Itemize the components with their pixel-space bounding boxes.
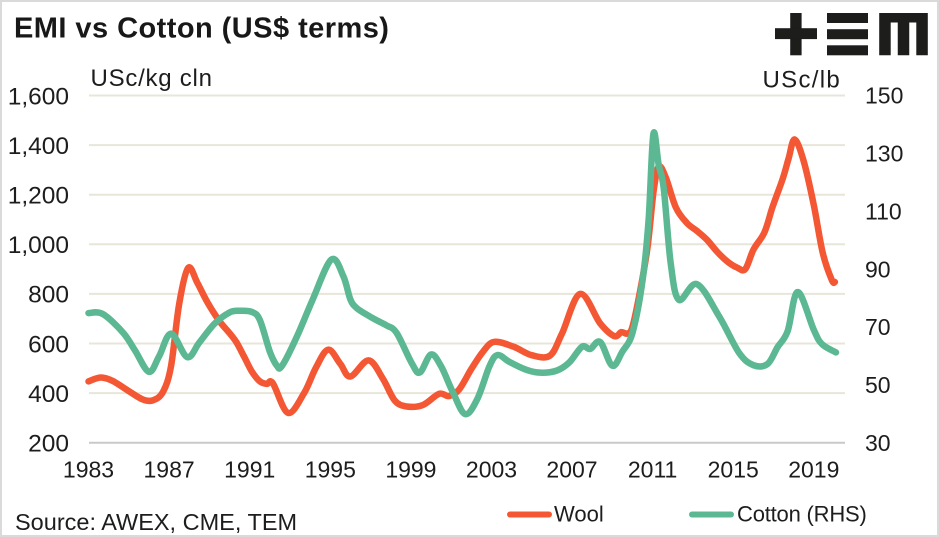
svg-text:1999: 1999 [385, 457, 436, 483]
svg-text:2011: 2011 [628, 457, 677, 483]
svg-text:1987: 1987 [144, 457, 195, 483]
svg-text:400: 400 [28, 381, 69, 408]
svg-text:70: 70 [865, 314, 891, 340]
svg-text:150: 150 [865, 83, 903, 109]
svg-text:2019: 2019 [788, 457, 839, 483]
svg-text:200: 200 [28, 431, 69, 458]
svg-text:2003: 2003 [466, 457, 517, 483]
svg-text:2015: 2015 [708, 457, 759, 483]
svg-text:1,400: 1,400 [8, 133, 69, 160]
svg-text:Cotton (RHS): Cotton (RHS) [737, 502, 867, 527]
svg-text:USc/lb: USc/lb [763, 67, 842, 94]
svg-text:800: 800 [28, 282, 69, 309]
svg-text:1,600: 1,600 [8, 83, 69, 110]
svg-text:1991: 1991 [224, 457, 275, 483]
svg-text:1,000: 1,000 [8, 232, 69, 259]
svg-text:50: 50 [865, 372, 891, 398]
svg-text:30: 30 [865, 430, 891, 456]
svg-text:1983: 1983 [63, 457, 114, 483]
svg-text:600: 600 [28, 331, 69, 358]
svg-text:EMI vs Cotton (US$ terms): EMI vs Cotton (US$ terms) [14, 13, 389, 45]
svg-text:1995: 1995 [305, 457, 356, 483]
svg-text:130: 130 [865, 141, 903, 167]
svg-text:90: 90 [865, 256, 891, 282]
svg-text:2007: 2007 [546, 457, 597, 483]
svg-text:1,200: 1,200 [8, 183, 69, 210]
svg-text:110: 110 [865, 198, 902, 224]
svg-text:Source: AWEX, CME, TEM: Source: AWEX, CME, TEM [15, 509, 297, 535]
svg-text:USc/kg cln: USc/kg cln [91, 65, 213, 92]
svg-text:Wool: Wool [554, 502, 604, 527]
